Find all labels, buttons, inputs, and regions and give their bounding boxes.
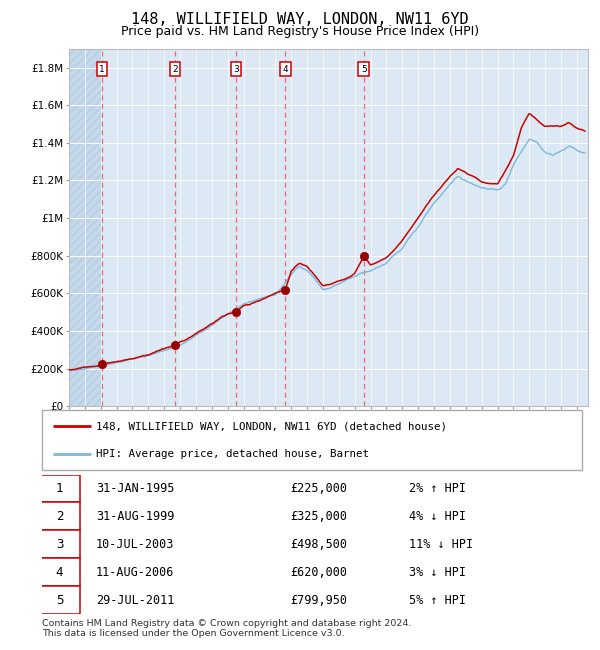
Text: 5: 5 xyxy=(361,65,367,74)
Text: £799,950: £799,950 xyxy=(290,594,347,607)
Text: 4: 4 xyxy=(56,566,64,579)
Text: 3: 3 xyxy=(56,538,64,551)
Text: 5: 5 xyxy=(56,594,64,607)
Text: 11-AUG-2006: 11-AUG-2006 xyxy=(96,566,175,579)
FancyBboxPatch shape xyxy=(40,530,80,558)
Text: £620,000: £620,000 xyxy=(290,566,347,579)
Text: 31-AUG-1999: 31-AUG-1999 xyxy=(96,510,175,523)
Text: Contains HM Land Registry data © Crown copyright and database right 2024.
This d: Contains HM Land Registry data © Crown c… xyxy=(42,619,412,638)
Text: 2% ↑ HPI: 2% ↑ HPI xyxy=(409,482,466,495)
Text: 29-JUL-2011: 29-JUL-2011 xyxy=(96,594,175,607)
Text: £325,000: £325,000 xyxy=(290,510,347,523)
FancyBboxPatch shape xyxy=(40,558,80,586)
Text: 2: 2 xyxy=(56,510,64,523)
Text: 5% ↑ HPI: 5% ↑ HPI xyxy=(409,594,466,607)
Text: 3: 3 xyxy=(233,65,239,74)
Text: 148, WILLIFIELD WAY, LONDON, NW11 6YD: 148, WILLIFIELD WAY, LONDON, NW11 6YD xyxy=(131,12,469,27)
Text: £498,500: £498,500 xyxy=(290,538,347,551)
Text: £225,000: £225,000 xyxy=(290,482,347,495)
FancyBboxPatch shape xyxy=(40,474,80,502)
FancyBboxPatch shape xyxy=(42,410,582,470)
Text: 31-JAN-1995: 31-JAN-1995 xyxy=(96,482,175,495)
Text: 4: 4 xyxy=(283,65,288,74)
FancyBboxPatch shape xyxy=(40,586,80,614)
Text: 3% ↓ HPI: 3% ↓ HPI xyxy=(409,566,466,579)
Bar xyxy=(69,49,102,406)
Text: 148, WILLIFIELD WAY, LONDON, NW11 6YD (detached house): 148, WILLIFIELD WAY, LONDON, NW11 6YD (d… xyxy=(96,421,447,432)
FancyBboxPatch shape xyxy=(40,502,80,530)
Text: 1: 1 xyxy=(56,482,64,495)
Text: Price paid vs. HM Land Registry's House Price Index (HPI): Price paid vs. HM Land Registry's House … xyxy=(121,25,479,38)
Text: 4% ↓ HPI: 4% ↓ HPI xyxy=(409,510,466,523)
Text: 11% ↓ HPI: 11% ↓ HPI xyxy=(409,538,473,551)
Text: 10-JUL-2003: 10-JUL-2003 xyxy=(96,538,175,551)
Text: 1: 1 xyxy=(99,65,105,74)
Text: HPI: Average price, detached house, Barnet: HPI: Average price, detached house, Barn… xyxy=(96,448,369,459)
Text: 2: 2 xyxy=(172,65,178,74)
